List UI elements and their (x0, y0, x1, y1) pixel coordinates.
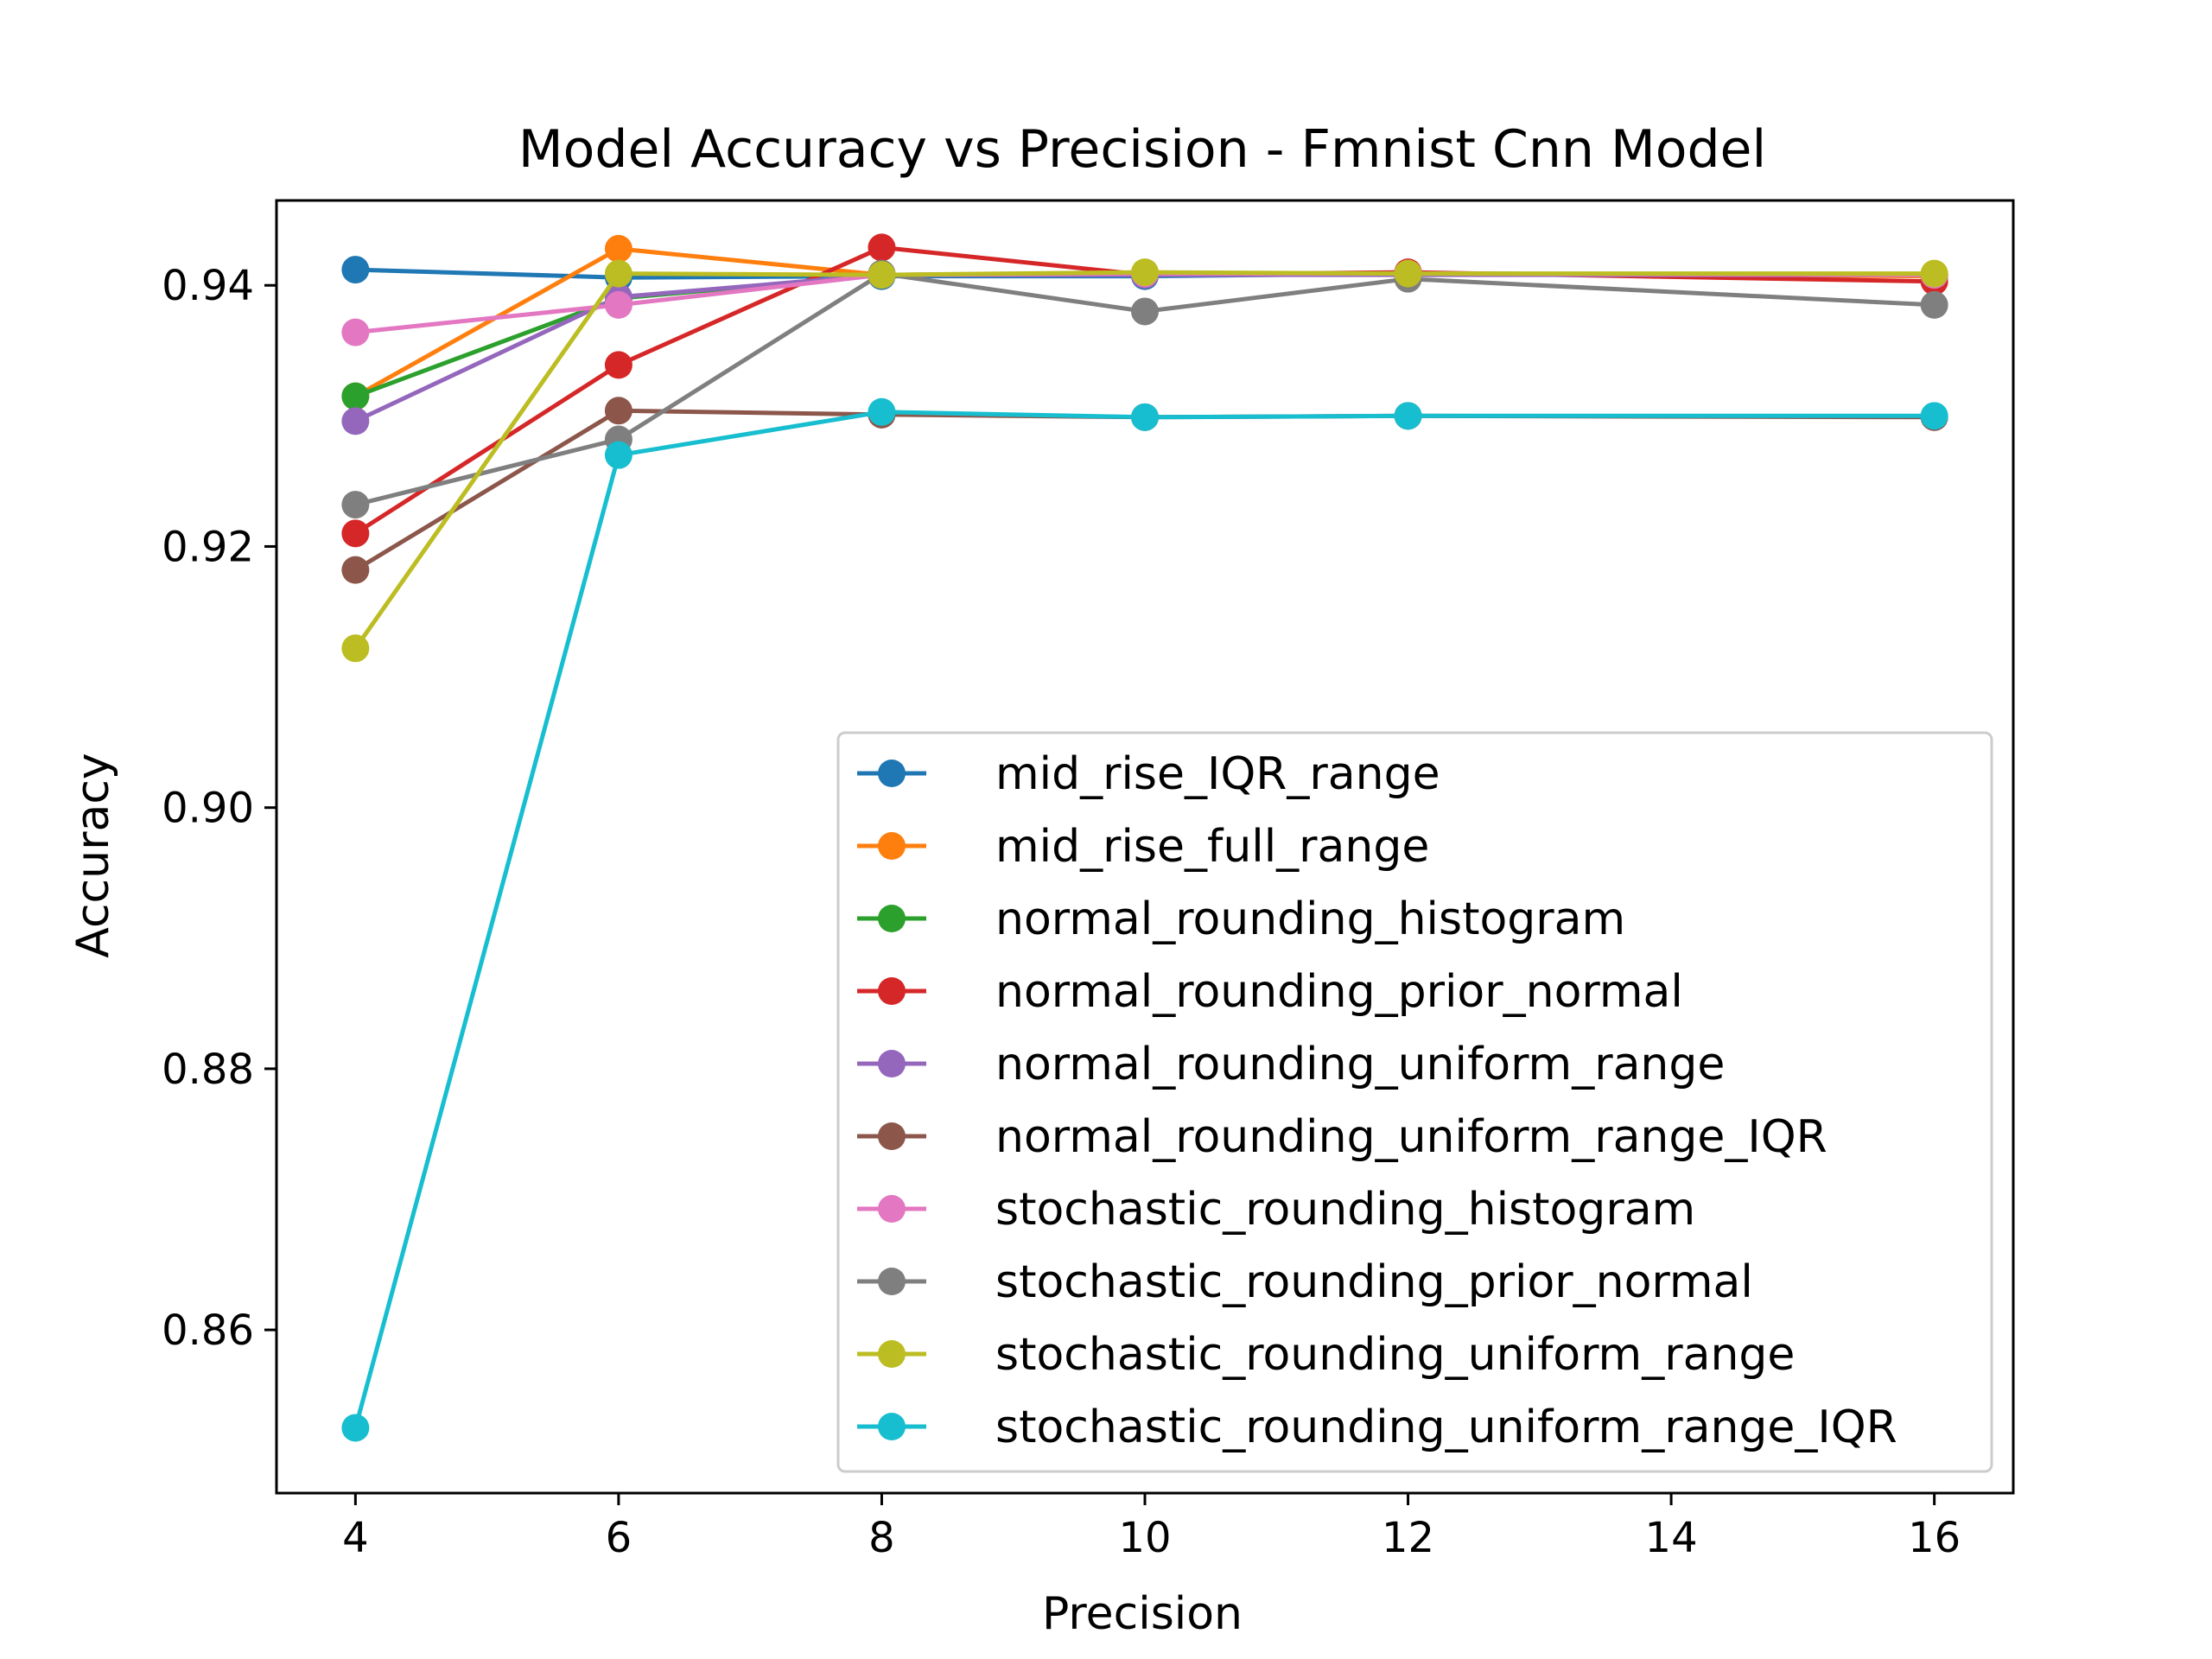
x-axis-label: Precision (1042, 1588, 1243, 1640)
data-point-stochastic_rounding_uniform_range-10 (1131, 258, 1159, 287)
legend-label-normal_rounding_uniform_range: normal_rounding_uniform_range (995, 1039, 1725, 1090)
legend-marker-stochastic_rounding_uniform_range (878, 1340, 906, 1368)
legend-marker-normal_rounding_histogram (878, 905, 906, 932)
series-line-stochastic_rounding_uniform_range (353, 270, 1935, 650)
legend-entry-normal_rounding_uniform_range: normal_rounding_uniform_range (857, 1039, 1725, 1090)
legend-entry-normal_rounding_prior_normal: normal_rounding_prior_normal (857, 966, 1683, 1018)
legend-entry-stochastic_rounding_uniform_range_IQR: stochastic_rounding_uniform_range_IQR (857, 1402, 1897, 1453)
legend-label-normal_rounding_prior_normal: normal_rounding_prior_normal (995, 966, 1683, 1018)
series-stochastic_rounding_prior_normal (341, 259, 1948, 519)
data-point-stochastic_rounding_uniform_range_IQR-8 (868, 397, 896, 426)
data-point-normal_rounding_prior_normal-4 (341, 519, 370, 548)
legend-label-normal_rounding_histogram: normal_rounding_histogram (995, 893, 1625, 945)
x-tick-label-14: 14 (1645, 1514, 1698, 1562)
legend-label-stochastic_rounding_prior_normal: stochastic_rounding_prior_normal (995, 1256, 1753, 1308)
legend-box (836, 731, 1993, 1473)
data-point-stochastic_rounding_prior_normal-4 (341, 491, 370, 519)
y-tick-label-0.94: 0.94 (162, 262, 254, 310)
data-point-stochastic_rounding_uniform_range-12 (1394, 259, 1422, 288)
legend-marker-normal_rounding_uniform_range_IQR (878, 1122, 906, 1150)
y-tick-label-0.88: 0.88 (162, 1046, 254, 1094)
series-line-stochastic_rounding_prior_normal (354, 271, 1935, 507)
legend-label-stochastic_rounding_uniform_range: stochastic_rounding_uniform_range (995, 1329, 1795, 1381)
legend-label-stochastic_rounding_uniform_range_IQR: stochastic_rounding_uniform_range_IQR (995, 1402, 1897, 1453)
data-point-normal_rounding_prior_normal-6 (604, 351, 632, 379)
legend-label-stochastic_rounding_histogram: stochastic_rounding_histogram (995, 1184, 1695, 1236)
series-line-normal_rounding_prior_normal (354, 245, 1935, 536)
data-point-normal_rounding_histogram-4 (341, 382, 370, 410)
series-stochastic_rounding_uniform_range_IQR (341, 397, 1948, 1442)
legend-entry-mid_rise_full_range: mid_rise_full_range (857, 821, 1429, 873)
legend-label-mid_rise_IQR_range: mid_rise_IQR_range (995, 748, 1440, 800)
y-tick-label-0.86: 0.86 (162, 1306, 254, 1355)
legend-entry-stochastic_rounding_histogram: stochastic_rounding_histogram (857, 1184, 1695, 1236)
legend-entry-normal_rounding_uniform_range_IQR: normal_rounding_uniform_range_IQR (857, 1111, 1827, 1163)
legend-entry-mid_rise_IQR_range: mid_rise_IQR_range (857, 748, 1440, 800)
x-tick-label-6: 6 (606, 1514, 632, 1562)
x-tick-label-4: 4 (342, 1514, 369, 1562)
plot-area (275, 199, 2015, 1495)
y-axis: 0.86 0.88 0.90 0.92 0.94 (162, 262, 276, 1355)
legend: mid_rise_IQR_range mid_rise_full_rangenor… (836, 731, 1993, 1473)
data-point-mid_rise_full_range-6 (604, 234, 632, 263)
data-point-stochastic_rounding_prior_normal-10 (1131, 297, 1159, 326)
legend-label-normal_rounding_uniform_range_IQR: normal_rounding_uniform_range_IQR (995, 1111, 1827, 1163)
y-axis-label: Accuracy (67, 753, 119, 957)
data-point-stochastic_rounding_uniform_range-16 (1920, 259, 1948, 288)
data-point-stochastic_rounding_uniform_range_IQR-10 (1131, 403, 1159, 431)
y-tick-label-0.90: 0.90 (162, 785, 254, 833)
series-line-normal_rounding_uniform_range (354, 272, 1935, 423)
y-tick-label-0.92: 0.92 (162, 523, 254, 571)
series-stochastic_rounding_uniform_range (341, 258, 1948, 663)
series-line-stochastic_rounding_uniform_range_IQR (353, 410, 1935, 1429)
legend-label-mid_rise_full_range: mid_rise_full_range (995, 821, 1429, 873)
data-point-stochastic_rounding_prior_normal-16 (1920, 290, 1948, 319)
legend-entry-stochastic_rounding_prior_normal: stochastic_rounding_prior_normal (857, 1256, 1753, 1308)
data-point-stochastic_rounding_uniform_range-8 (868, 261, 896, 289)
legend-marker-mid_rise_full_range (878, 832, 906, 860)
x-tick-label-16: 16 (1908, 1514, 1961, 1562)
legend-marker-mid_rise_IQR_range (878, 760, 906, 787)
legend-marker-normal_rounding_prior_normal (878, 977, 906, 1005)
data-point-stochastic_rounding_uniform_range_IQR-6 (604, 441, 632, 469)
data-point-stochastic_rounding_uniform_range_IQR-12 (1394, 402, 1422, 430)
data-point-stochastic_rounding_histogram-6 (604, 290, 632, 319)
x-tick-label-8: 8 (868, 1514, 895, 1562)
x-axis: 4 6 8 10 12 14 16 (342, 1493, 1961, 1562)
data-point-stochastic_rounding_uniform_range-4 (341, 634, 370, 663)
legend-marker-stochastic_rounding_uniform_range_IQR (878, 1413, 906, 1440)
legend-marker-normal_rounding_uniform_range (878, 1050, 906, 1077)
x-tick-label-12: 12 (1382, 1514, 1434, 1562)
legend-entry-normal_rounding_histogram: normal_rounding_histogram (857, 893, 1625, 945)
legend-marker-stochastic_rounding_prior_normal (878, 1268, 906, 1295)
x-tick-label-10: 10 (1118, 1514, 1171, 1562)
data-point-normal_rounding_uniform_range_IQR-6 (604, 397, 632, 425)
data-point-stochastic_rounding_uniform_range_IQR-4 (341, 1414, 370, 1442)
data-point-stochastic_rounding_uniform_range_IQR-16 (1920, 402, 1948, 430)
chart-title: Model Accuracy vs Precision - Fmnist Cnn… (518, 119, 1766, 180)
data-point-mid_rise_IQR_range-4 (341, 256, 370, 284)
data-point-normal_rounding_uniform_range-4 (341, 407, 370, 435)
data-point-normal_rounding_uniform_range_IQR-4 (341, 556, 370, 584)
data-point-stochastic_rounding_uniform_range-6 (604, 259, 632, 288)
legend-entry-stochastic_rounding_uniform_range: stochastic_rounding_uniform_range (857, 1329, 1795, 1381)
data-point-stochastic_rounding_histogram-4 (341, 318, 370, 346)
data-point-normal_rounding_prior_normal-8 (868, 233, 896, 262)
legend-marker-stochastic_rounding_histogram (878, 1195, 906, 1223)
